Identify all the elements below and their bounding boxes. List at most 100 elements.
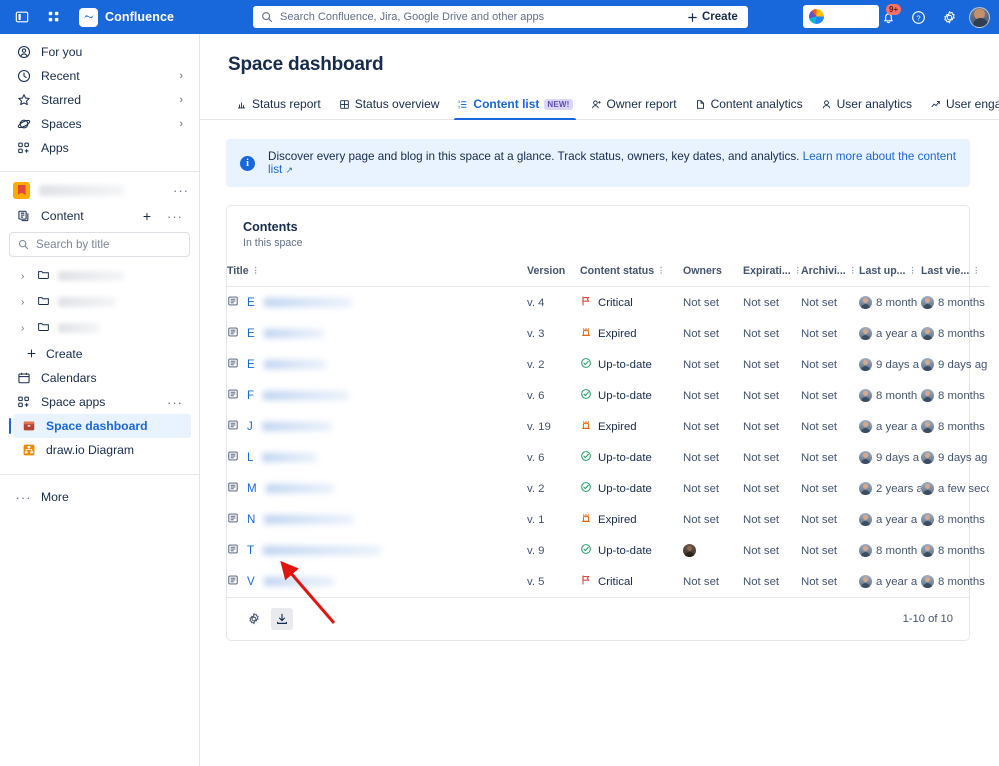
create-button[interactable]: Create bbox=[679, 6, 748, 28]
column-header-title[interactable]: Title ⋮ bbox=[227, 255, 527, 287]
tree-item-label-redacted bbox=[58, 323, 100, 333]
column-header-owners[interactable]: Owners bbox=[683, 255, 743, 287]
sidebar-item-space-dashboard[interactable]: Space dashboard bbox=[9, 414, 191, 438]
column-header-archiving[interactable]: Archivi... ⋮ bbox=[801, 255, 859, 287]
tab-content-list[interactable]: Content list NEW! bbox=[448, 97, 581, 120]
tab-user-engagement[interactable]: User engagement bbox=[921, 97, 999, 119]
tree-item[interactable]: › bbox=[0, 263, 199, 289]
space-apps-more-actions-button[interactable]: ··· bbox=[167, 394, 183, 410]
global-search-input[interactable]: Search Confluence, Jira, Google Drive an… bbox=[253, 6, 701, 28]
column-header-version[interactable]: Version bbox=[527, 255, 580, 287]
chevron-right-icon[interactable]: › bbox=[179, 118, 183, 130]
sidebar-item-drawio-diagram[interactable]: draw.io Diagram bbox=[13, 438, 191, 462]
sidebar-create-button[interactable]: Create bbox=[0, 341, 199, 366]
sidebar-item-calendars[interactable]: Calendars bbox=[8, 366, 191, 390]
sort-icon[interactable]: ⋮ bbox=[657, 266, 666, 275]
search-by-title-input[interactable]: Search by title bbox=[9, 232, 190, 257]
title-link[interactable]: N bbox=[247, 513, 256, 526]
page-document-icon bbox=[228, 420, 238, 430]
sidebar-space-header[interactable]: ··· bbox=[0, 176, 199, 204]
tree-item[interactable]: › bbox=[0, 289, 199, 315]
gear-icon[interactable] bbox=[938, 6, 960, 28]
sort-icon[interactable]: ⋮ bbox=[908, 266, 917, 275]
table-settings-button[interactable] bbox=[243, 608, 265, 630]
sort-icon[interactable]: ⋮ bbox=[848, 266, 857, 275]
tab-content-analytics[interactable]: Content analytics bbox=[686, 97, 812, 119]
cell-title[interactable]: J bbox=[227, 411, 527, 442]
chevron-right-icon[interactable]: › bbox=[179, 94, 183, 106]
title-link[interactable]: J bbox=[247, 420, 253, 433]
notifications-button[interactable]: 9+ bbox=[878, 4, 902, 27]
sidebar-item-spaces[interactable]: Spaces › bbox=[8, 112, 191, 136]
sort-icon[interactable]: ⋮ bbox=[793, 266, 801, 275]
download-icon bbox=[277, 613, 287, 624]
tab-status-report[interactable]: Status report bbox=[227, 97, 330, 119]
cell-title[interactable]: T bbox=[227, 535, 527, 566]
column-header-last-viewed[interactable]: Last vie... ⋮ bbox=[921, 255, 989, 287]
avatar[interactable] bbox=[969, 6, 990, 28]
column-header-last-updated[interactable]: Last up... ⋮ bbox=[859, 255, 921, 287]
title-link[interactable]: E bbox=[247, 296, 255, 309]
cell-title[interactable]: E bbox=[227, 349, 527, 380]
question-circle-icon[interactable]: ? bbox=[907, 6, 929, 28]
cell-content-status: Up-to-date bbox=[580, 535, 683, 566]
sidebar-item-starred[interactable]: Starred › bbox=[8, 88, 191, 112]
cell-title[interactable]: N bbox=[227, 504, 527, 535]
title-link[interactable]: E bbox=[247, 327, 255, 340]
learn-more-link[interactable]: Learn more about the content list bbox=[268, 150, 957, 176]
tree-item[interactable]: › bbox=[0, 315, 199, 341]
sidebar-item-more[interactable]: ··· More bbox=[8, 485, 191, 509]
sort-icon[interactable]: ⋮ bbox=[251, 266, 260, 275]
sidebar-item-content[interactable]: Content + ··· bbox=[8, 204, 191, 228]
title-link[interactable]: V bbox=[247, 575, 255, 588]
sidebar-item-recent[interactable]: Recent › bbox=[8, 64, 191, 88]
page-document-icon bbox=[228, 513, 238, 523]
title-link[interactable]: L bbox=[247, 451, 254, 464]
chevron-right-icon[interactable]: › bbox=[21, 296, 25, 308]
sort-icon[interactable]: ⋮ bbox=[972, 266, 981, 275]
tab-status-overview[interactable]: Status overview bbox=[330, 97, 449, 119]
space-more-actions-button[interactable]: ··· bbox=[173, 182, 189, 198]
cell-title[interactable]: M bbox=[227, 473, 527, 504]
owner-avatar[interactable] bbox=[683, 544, 696, 557]
app-switcher-icon[interactable] bbox=[43, 6, 65, 28]
sidebar-item-apps[interactable]: Apps bbox=[8, 136, 191, 160]
atlassian-intelligence-pill[interactable] bbox=[803, 5, 879, 28]
cell-title[interactable]: F bbox=[227, 380, 527, 411]
sidebar-toggle-icon[interactable] bbox=[11, 6, 33, 28]
sidebar-item-for-you[interactable]: For you bbox=[8, 40, 191, 64]
title-link[interactable]: M bbox=[247, 482, 257, 495]
column-header-expiration[interactable]: Expirati... ⋮ bbox=[743, 255, 801, 287]
title-redacted bbox=[262, 453, 318, 462]
sidebar-item-space-apps[interactable]: Space apps ··· bbox=[8, 390, 191, 414]
cell-title[interactable]: E bbox=[227, 318, 527, 349]
chevron-right-icon[interactable]: › bbox=[21, 322, 25, 334]
column-header-content-status[interactable]: Content status ⋮ bbox=[580, 255, 683, 287]
cell-title[interactable]: E bbox=[227, 287, 527, 319]
content-add-button[interactable]: + bbox=[142, 208, 151, 224]
download-button[interactable] bbox=[271, 608, 293, 630]
title-link[interactable]: E bbox=[247, 358, 255, 371]
content-more-actions-button[interactable]: ··· bbox=[167, 208, 183, 224]
title-link[interactable]: T bbox=[247, 544, 255, 557]
title-link[interactable]: F bbox=[247, 389, 255, 402]
cell-content-status: Up-to-date bbox=[580, 349, 683, 380]
chevron-right-icon[interactable]: › bbox=[179, 70, 183, 82]
confluence-logo[interactable]: Confluence bbox=[79, 7, 174, 27]
tab-user-analytics[interactable]: User analytics bbox=[812, 97, 921, 119]
sidebar-item-label: Space apps bbox=[41, 395, 106, 409]
tab-owner-report[interactable]: Owner report bbox=[582, 97, 686, 119]
cell-title[interactable]: V bbox=[227, 566, 527, 597]
chevron-right-icon[interactable]: › bbox=[21, 270, 25, 282]
cell-title[interactable]: L bbox=[227, 442, 527, 473]
